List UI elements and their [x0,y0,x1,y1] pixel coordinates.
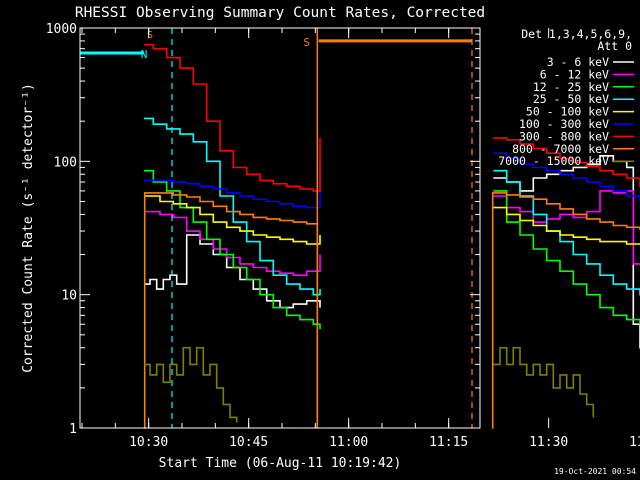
series-line-0-segment-1 [493,155,640,349]
legend-label-3: 25 - 50 keV [533,92,609,106]
x-tick-label: 10:45 [229,435,268,450]
series-line-6-segment-0 [144,43,321,192]
x-tick-label: 11:30 [529,435,568,450]
decorative-mark-label: S [147,30,153,41]
chart-title: RHESSI Observing Summary Count Rates, Co… [75,5,485,21]
x-tick-label: 10:30 [129,435,168,450]
annotation-night-label: N [141,48,148,61]
series-line-3-segment-0 [144,117,321,296]
footer-timestamp: 19-Oct-2021 00:54 [554,467,636,476]
series-line-1-segment-0 [144,210,321,277]
legend-header-line-2: Att 0 [597,39,632,53]
series-line-2-segment-1 [493,190,640,326]
y-tick-label: 1000 [46,22,77,37]
series-line-8-segment-0 [144,346,238,423]
annotation-saa-label: S [303,36,310,49]
series-line-7-segment-0 [143,192,319,429]
x-axis-label: Start Time (06-Aug-11 10:19:42) [159,456,402,471]
series-layer [143,43,640,429]
series-line-8-segment-1 [493,346,595,418]
series-line-6-segment-1 [493,137,640,188]
x-tick-label: 11:15 [429,435,468,450]
series-line-3-segment-1 [493,169,640,296]
legend-label-5: 100 - 300 keV [519,117,609,131]
y-tick-label: 1 [69,422,77,437]
legend-label-7: 800 - 7000 keV [512,142,609,156]
series-line-4-segment-1 [493,206,640,245]
series-line-7-segment-1 [491,192,640,429]
annotation-layer: NSS [80,28,473,428]
series-line-5-segment-1 [493,152,640,203]
legend-label-8: 7000 - 15000 keV [498,154,609,168]
legend-label-4: 50 - 100 keV [526,105,609,119]
axis-layer: 1 10 100 1000 10:30 10:45 11:00 11:15 11:30 11:45 [46,22,640,450]
legend-label-1: 6 - 12 keV [540,67,609,81]
series-line-2-segment-0 [144,169,321,330]
y-tick-label: 10 [61,289,77,304]
series-line-0-segment-0 [144,234,321,309]
y-axis-label: Corrected Count Rate (s⁻¹ detector⁻¹) [21,83,36,373]
legend-header-line-1: Det 1,3,4,5,6,9, [521,27,632,41]
series-line-4-segment-0 [144,195,321,245]
legend-label-2: 12 - 25 keV [533,80,609,94]
legend-label-0: 3 - 6 keV [547,55,609,69]
legend-label-6: 300 - 800 keV [519,129,609,143]
series-line-1-segment-1 [493,190,640,265]
x-tick-label: 11:00 [329,435,368,450]
plot-frame [79,27,481,429]
series-line-5-segment-0 [144,161,321,209]
x-tick-label: 11:45 [629,435,640,450]
y-tick-label: 100 [54,155,77,170]
